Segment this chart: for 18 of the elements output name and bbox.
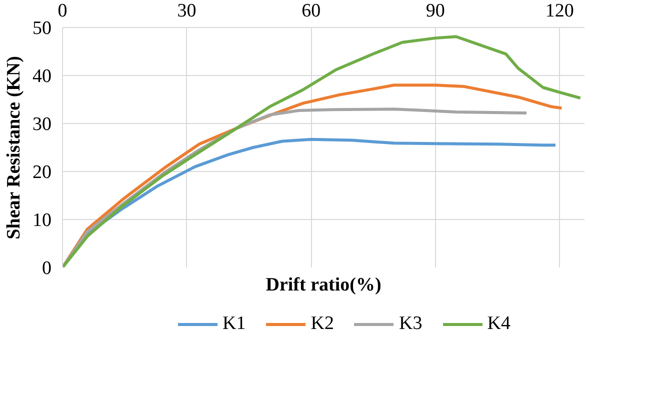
legend-label: K1 — [222, 313, 246, 335]
y-tick-label: 0 — [42, 258, 52, 279]
x-tick-label: 120 — [545, 0, 574, 22]
y-tick-label: 30 — [32, 114, 52, 135]
x-tick-label: 30 — [177, 0, 196, 22]
legend-label: K2 — [310, 313, 334, 335]
x-tick-label: 0 — [58, 0, 68, 22]
x-axis-title: Drift ratio(%) — [266, 274, 382, 296]
x-tick-label: 60 — [302, 0, 321, 22]
y-tick-label: 50 — [32, 18, 52, 39]
legend-label: K4 — [487, 313, 510, 335]
y-axis-title: Shear Resistance (KN) — [4, 56, 24, 240]
x-tick-label: 90 — [426, 0, 445, 22]
line-series — [62, 35, 582, 268]
y-tick-label: 10 — [32, 210, 52, 231]
y-tick-label: 20 — [32, 162, 52, 183]
legend-label: K3 — [399, 313, 422, 335]
y-tick-label: 40 — [32, 66, 52, 87]
